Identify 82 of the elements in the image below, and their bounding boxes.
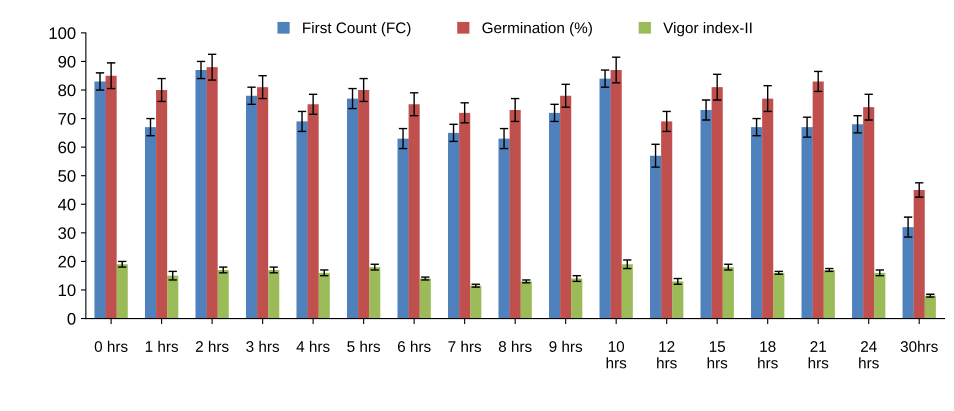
y-tick-label: 40 xyxy=(58,198,76,210)
y-tick-label: 0 xyxy=(68,312,76,325)
bar xyxy=(852,124,864,319)
bar xyxy=(722,267,734,319)
bar xyxy=(106,76,117,319)
bar xyxy=(802,127,813,319)
bar xyxy=(812,81,824,319)
bar xyxy=(94,81,106,319)
bar xyxy=(751,127,762,319)
bar xyxy=(622,264,633,319)
bar xyxy=(206,67,218,319)
bar xyxy=(510,110,521,319)
x-tick-label: 18 hrs xyxy=(758,341,778,368)
bar xyxy=(650,156,662,319)
bar xyxy=(308,104,319,319)
x-tick-label: 4 hrs xyxy=(296,340,330,352)
bar xyxy=(116,264,128,319)
bar xyxy=(218,270,229,319)
bar xyxy=(672,281,684,319)
x-tick-label: 7 hrs xyxy=(448,340,482,352)
bar xyxy=(549,112,560,319)
bar xyxy=(408,104,420,319)
bar xyxy=(700,110,712,319)
bar xyxy=(369,267,380,319)
x-tick-label: 15 hrs xyxy=(708,341,728,368)
x-tick-label: 21 hrs xyxy=(808,341,828,368)
y-tick-label: 90 xyxy=(58,56,76,68)
bar xyxy=(459,112,470,319)
legend-label: Germination (%) xyxy=(482,22,592,36)
y-tick-label: 20 xyxy=(58,256,76,268)
y-tick-label: 80 xyxy=(58,84,76,96)
legend-label: Vigor index-II xyxy=(663,22,752,36)
bar xyxy=(246,96,258,319)
bar xyxy=(358,90,370,319)
x-tick-label: 2 hrs xyxy=(196,340,229,352)
bar xyxy=(571,278,582,319)
bar xyxy=(824,270,835,319)
y-tick-label: 60 xyxy=(58,142,76,154)
bar xyxy=(773,272,784,319)
bar xyxy=(498,138,510,319)
y-tick-label: 10 xyxy=(58,284,76,296)
x-tick-label: 5 hrs xyxy=(347,340,380,352)
x-tick-label: 8 hrs xyxy=(498,340,532,352)
bar xyxy=(762,98,774,319)
bar xyxy=(257,87,268,319)
bar xyxy=(296,121,308,319)
x-tick-label: 12 hrs xyxy=(657,341,677,368)
bar xyxy=(610,70,622,319)
bar xyxy=(167,276,178,319)
x-tick-label: 10 hrs xyxy=(606,341,626,368)
x-tick-label: 30hrs xyxy=(900,340,938,352)
bar xyxy=(470,286,482,319)
bar xyxy=(520,281,532,319)
bar xyxy=(914,190,925,319)
y-tick-label: 50 xyxy=(58,170,76,182)
bar xyxy=(268,270,280,319)
x-tick-label: 3 hrs xyxy=(246,340,280,352)
bar xyxy=(924,296,936,319)
bar xyxy=(902,227,914,319)
x-tick-label: 6 hrs xyxy=(398,340,431,352)
bar xyxy=(346,98,358,319)
x-tick-label: 1 hrs xyxy=(146,340,178,352)
x-tick-label: 24 hrs xyxy=(859,341,879,368)
bar xyxy=(600,78,611,319)
bar xyxy=(156,90,168,319)
bar xyxy=(712,87,723,319)
bar xyxy=(560,96,572,319)
bar xyxy=(318,272,330,319)
y-tick-label: 30 xyxy=(58,227,76,240)
legend-label: First Count (FC) xyxy=(303,22,410,36)
bar xyxy=(874,272,886,319)
x-tick-label: 9 hrs xyxy=(549,340,582,352)
bar xyxy=(420,278,431,319)
bar xyxy=(863,107,874,319)
bar xyxy=(195,70,207,319)
bar xyxy=(661,121,672,319)
bar xyxy=(144,127,156,319)
y-tick-label: 100 xyxy=(50,27,76,40)
bar xyxy=(397,138,409,319)
bar xyxy=(448,132,460,319)
y-tick-label: 70 xyxy=(58,112,76,125)
x-tick-label: 0 hrs xyxy=(94,340,128,352)
